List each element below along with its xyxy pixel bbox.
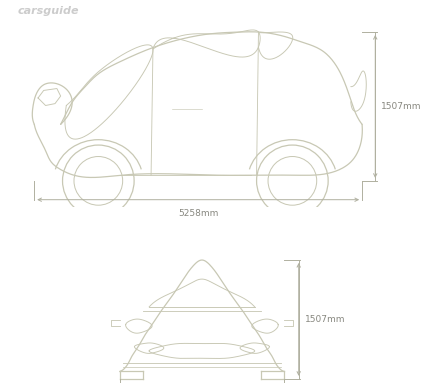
Text: 1507mm: 1507mm <box>304 315 344 324</box>
Text: 1507mm: 1507mm <box>380 102 420 111</box>
Text: 5258mm: 5258mm <box>177 209 218 218</box>
Text: carsguide: carsguide <box>17 5 79 16</box>
